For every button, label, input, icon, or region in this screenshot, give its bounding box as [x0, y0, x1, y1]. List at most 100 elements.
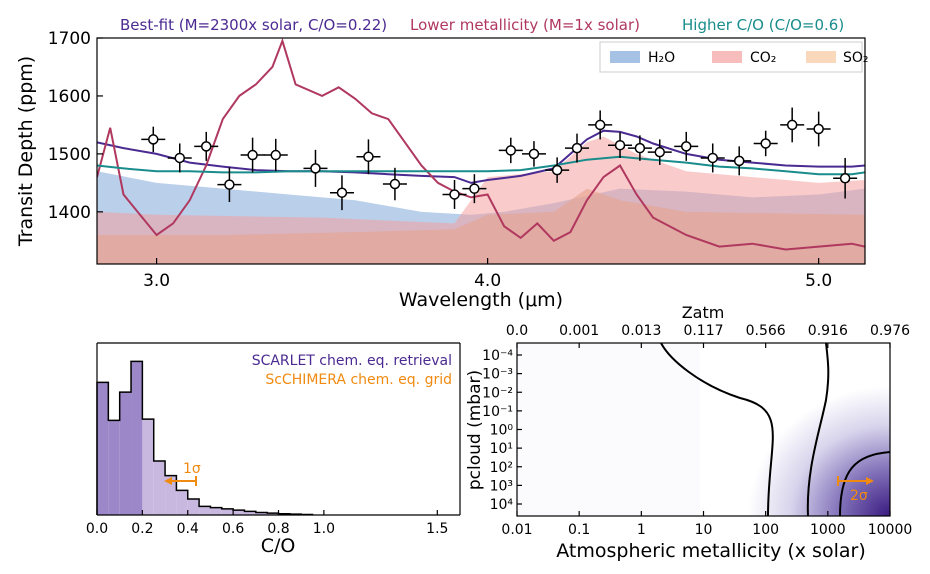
data-point: [248, 151, 257, 160]
legend-label-h2o: H₂O: [648, 50, 675, 66]
data-point: [271, 151, 280, 160]
data-point: [506, 146, 515, 155]
spectrum-y-ticks: 1400 1500 1600 1700: [48, 29, 103, 223]
histogram-tick-label: 0.6: [222, 521, 244, 537]
heatmap-top-tick-label: 0.976: [870, 323, 910, 339]
data-point: [708, 153, 717, 162]
heatmap-x-tick-label: 10: [695, 522, 713, 538]
series-line-0: [97, 131, 865, 183]
heatmap-top-tick-label: 0.001: [559, 323, 599, 339]
histogram-tick-label: 1.0: [313, 521, 335, 537]
heatmap-y-tick-label: 10⁰: [490, 423, 514, 439]
heatmap-x-tick-label: 1000: [810, 522, 846, 538]
heatmap-x-label: Atmospheric metallicity (x solar): [556, 540, 865, 562]
heatmap-x-tick-label: 0.1: [568, 522, 590, 538]
heatmap-top-x-label: Zatm: [682, 303, 725, 322]
x-tick-label: 5.0: [805, 271, 832, 291]
data-point: [735, 156, 744, 165]
heatmap-y-tick-label: 10⁻⁴: [482, 348, 513, 364]
histogram-bar: [188, 499, 199, 515]
top-label-best-fit: Best-fit (M=2300x solar, C/O=0.22): [120, 16, 387, 34]
heatmap-y-tick-label: 10³: [490, 478, 513, 494]
histogram-bar: [176, 490, 187, 515]
data-point: [682, 142, 691, 151]
legend-label-so2: SO₂: [843, 50, 869, 66]
y-tick-label: 1400: [48, 203, 91, 223]
data-point: [175, 153, 184, 162]
legend-label-co2: CO₂: [750, 50, 776, 66]
heatmap-top-tick-label: 0.566: [746, 323, 786, 339]
histogram-bar: [199, 506, 210, 515]
heatmap-top-tick-label: 0.013: [621, 323, 661, 339]
data-point: [788, 120, 797, 129]
heatmap-y-tick-label: 10⁻²: [482, 385, 513, 401]
data-point: [202, 142, 211, 151]
y-tick-label: 1500: [48, 145, 91, 165]
histogram-bar: [222, 509, 233, 515]
spectrum-y-label: Transit Depth (ppm): [15, 56, 37, 247]
data-point: [616, 141, 625, 150]
heatmap-top-tick-label: 0.0: [506, 323, 528, 339]
data-point: [814, 124, 823, 133]
histogram-bar: [97, 382, 108, 515]
spectrum-x-label: Wavelength (μm): [399, 289, 563, 311]
data-point: [553, 166, 562, 175]
data-point: [450, 190, 459, 199]
data-point: [529, 149, 538, 158]
histogram-legend-scchimera: ScCHIMERA chem. eq. grid: [265, 372, 452, 388]
spectrum-panel: 3.0 4.0 5.0 1400 1500 1600 1700 Wavelength (μ…: [15, 16, 869, 311]
top-label-higher-co: Higher C/O (C/O=0.6): [682, 16, 844, 34]
x-tick-label: 3.0: [143, 271, 170, 291]
legend-swatch-h2o: [610, 51, 640, 63]
data-point: [761, 139, 770, 148]
y-tick-label: 1700: [48, 29, 91, 49]
data-point: [149, 135, 158, 144]
heatmap-2sigma-label: 2σ: [850, 488, 868, 504]
data-point: [841, 174, 850, 183]
x-tick-label: 4.0: [474, 271, 501, 291]
heatmap-x-tick-label: 1: [637, 522, 646, 538]
histogram-tick-label: 1.5: [426, 521, 448, 537]
histogram-bar: [108, 420, 119, 515]
legend-swatch-so2: [806, 51, 836, 63]
histogram-tick-label: 0.2: [131, 521, 153, 537]
histogram-1sigma-marker: 1σ: [164, 461, 201, 486]
heatmap-y-label: pcloud (mbar): [465, 370, 485, 490]
data-point: [655, 148, 664, 157]
top-label-lower-metallicity: Lower metallicity (M=1x solar): [410, 16, 640, 34]
histogram-tick-label: 0.4: [177, 521, 199, 537]
legend-swatch-co2: [712, 51, 742, 63]
heatmap-x-tick-label: 10000: [868, 522, 913, 538]
data-point: [470, 184, 479, 193]
histogram-bar: [154, 461, 165, 515]
heatmap-x-tick-label: 100: [752, 522, 779, 538]
data-point: [573, 144, 582, 153]
data-point: [635, 144, 644, 153]
data-point: [596, 120, 605, 129]
histogram-legend-scarlet: SCARLET chem. eq. retrieval: [252, 353, 452, 369]
histogram-x-label: C/O: [261, 535, 296, 557]
heatmap-y-tick-label: 10⁴: [490, 497, 514, 513]
heatmap-y-tick-label: 10²: [490, 460, 513, 476]
histogram-bar: [142, 419, 153, 515]
heatmap-y-tick-label: 10⁻³: [482, 367, 513, 383]
y-tick-label: 1600: [48, 87, 91, 107]
histogram-tick-label: 0.0: [86, 521, 108, 537]
heatmap-x-tick-label: 0.01: [501, 522, 532, 538]
heatmap-top-tick-label: 0.117: [683, 323, 723, 339]
metallicity-heatmap-panel: 0.01 0.1 1 10 100 1000 10000 0.0 0.001 0.013 0.11…: [465, 303, 912, 562]
histogram-1sigma-label: 1σ: [183, 461, 201, 477]
heatmap-y-tick-label: 10⁻¹: [482, 404, 513, 420]
data-point: [337, 188, 346, 197]
heatmap-y-tick-label: 10¹: [490, 441, 513, 457]
data-point: [390, 180, 399, 189]
heatmap-top-tick-label: 0.916: [808, 323, 848, 339]
data-point: [311, 164, 320, 173]
histogram-bar: [120, 392, 131, 515]
histogram-bar: [210, 508, 221, 515]
heatmap-y-ticks: 10⁻⁴ 10⁻³ 10⁻² 10⁻¹ 10⁰ 10¹ 10² 10³ 10⁴: [482, 348, 522, 513]
histogram-bar: [131, 361, 142, 515]
data-point: [364, 152, 373, 161]
